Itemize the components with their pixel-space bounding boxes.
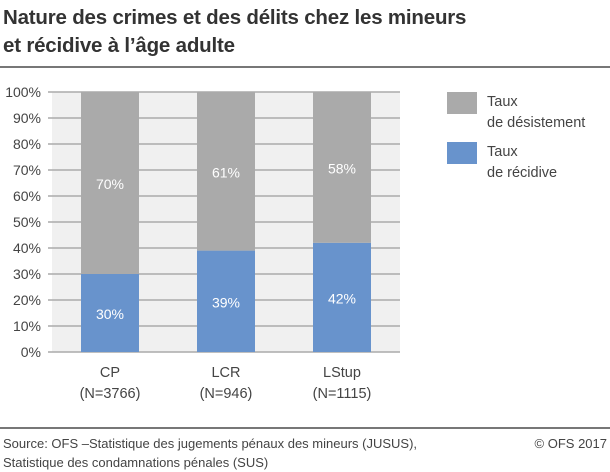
title-line-1: Nature des crimes et des délits chez les… [3, 6, 467, 29]
copyright: © OFS 2017 [534, 436, 607, 451]
stacked-bar-chart: 0% 10% 20% 30% 40% 50% 60% 70% 80% 90% 100% 30% 70% C… [5, 84, 585, 402]
y-tick-label: 40% [13, 240, 41, 256]
y-tick-label: 90% [13, 110, 41, 126]
data-label: 39% [212, 294, 240, 310]
y-tick-label: 30% [13, 266, 41, 282]
source-line-1: Source: OFS –Statistique des jugements p… [3, 436, 418, 451]
bar-segment [81, 92, 139, 274]
x-tick-label: LStup [323, 365, 361, 381]
data-label: 30% [96, 306, 124, 322]
x-tick-label: CP [100, 365, 120, 381]
data-label: 42% [328, 290, 356, 306]
chart-title: Nature des crimes et des délits chez les… [3, 4, 466, 60]
source-line-2: Statistique des condamnations pénales (S… [3, 455, 269, 470]
y-tick-label: 80% [13, 136, 41, 152]
x-tick-label: LCR [211, 365, 240, 381]
legend-label: de désistement [487, 115, 585, 131]
x-tick-label: (N=946) [200, 386, 253, 402]
bar-segment [81, 274, 139, 352]
data-label: 70% [96, 176, 124, 192]
footer-divider [0, 427, 610, 429]
y-tick-label: 60% [13, 188, 41, 204]
legend-label: Taux [487, 144, 518, 160]
bar-segment [313, 92, 371, 243]
legend-swatch [447, 142, 477, 164]
y-tick-label: 100% [5, 84, 41, 100]
legend-label: Taux [487, 94, 518, 110]
y-tick-label: 10% [13, 318, 41, 334]
legend-label: de récidive [487, 165, 557, 181]
title-divider [0, 66, 610, 68]
y-tick-label: 70% [13, 162, 41, 178]
x-tick-label: (N=1115) [313, 386, 372, 402]
y-tick-label: 50% [13, 214, 41, 230]
data-label: 61% [212, 164, 240, 180]
bar-segment [197, 92, 255, 251]
bar-segment [313, 242, 371, 352]
x-tick-label: (N=3766) [80, 386, 141, 402]
bar-segment [197, 250, 255, 352]
title-line-2: et récidive à l’âge adulte [3, 34, 235, 57]
source-note: Source: OFS –Statistique des jugements p… [3, 434, 417, 472]
legend-swatch [447, 92, 477, 114]
y-tick-label: 20% [13, 292, 41, 308]
y-tick-label: 0% [21, 344, 41, 360]
data-label: 58% [328, 160, 356, 176]
